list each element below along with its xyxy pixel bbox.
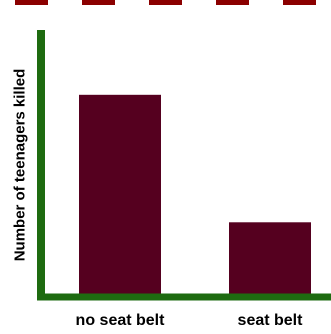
bar-no-seat-belt: [79, 94, 161, 294]
top-strip-4: [216, 0, 249, 5]
bar-seat-belt: [229, 222, 311, 294]
top-strip-2: [82, 0, 115, 5]
x-tick-label-seat-belt: seat belt: [237, 312, 303, 329]
y-axis-label: Number of teenagers killed: [11, 68, 29, 262]
x-tick-label-no-seat-belt: no seat belt: [75, 312, 165, 329]
top-strip-1: [15, 0, 48, 5]
top-strip-5: [283, 0, 316, 5]
top-strip-3: [149, 0, 182, 5]
